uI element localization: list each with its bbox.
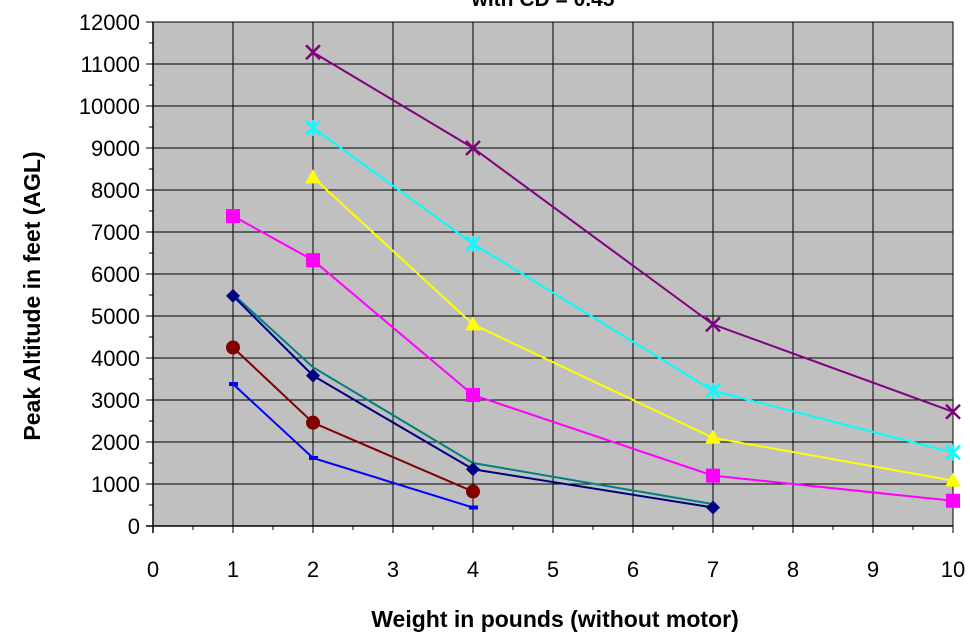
y-tick-label: 4000 <box>91 346 140 371</box>
x-tick-label: 3 <box>387 557 399 582</box>
data-point <box>305 44 321 61</box>
x-tick-label: 9 <box>867 557 879 582</box>
x-tick-label: 1 <box>227 557 239 582</box>
series-1 <box>229 382 478 510</box>
series-7 <box>305 119 961 461</box>
data-point <box>226 340 240 355</box>
data-point <box>309 455 318 460</box>
y-tick-label: 2000 <box>91 430 140 455</box>
x-tick-label: 7 <box>707 557 719 582</box>
data-point <box>946 493 960 508</box>
y-tick-label: 10000 <box>79 94 140 119</box>
data-point <box>466 387 480 402</box>
y-tick-label: 9000 <box>91 136 140 161</box>
x-axis-title: Weight in pounds (without motor) <box>371 606 739 632</box>
data-point <box>945 444 961 461</box>
series-layer <box>226 44 961 515</box>
x-tick-label: 6 <box>627 557 639 582</box>
data-point <box>705 429 721 444</box>
data-point <box>705 382 721 399</box>
series-line <box>232 295 714 509</box>
data-point <box>306 415 320 430</box>
chart-title: with CD = 0.45 <box>471 0 615 11</box>
series-line <box>312 176 954 482</box>
x-tick-label: 0 <box>147 557 159 582</box>
data-point <box>226 288 240 303</box>
data-point <box>465 235 481 252</box>
data-point <box>469 505 478 510</box>
data-point <box>706 500 720 515</box>
axes <box>146 21 954 533</box>
series-2 <box>226 340 480 499</box>
y-tick-label: 8000 <box>91 178 140 203</box>
data-point <box>945 472 961 487</box>
data-point <box>705 316 721 333</box>
y-tick-label: 12000 <box>79 10 140 35</box>
data-point <box>466 462 480 477</box>
data-point <box>306 253 320 268</box>
y-tick-label: 0 <box>128 514 140 539</box>
series-6 <box>305 169 961 487</box>
data-point <box>706 468 720 483</box>
x-tick-label: 8 <box>787 557 799 582</box>
data-point <box>465 316 481 331</box>
series-3 <box>232 293 714 506</box>
y-tick-labels: 0 1000 2000 3000 4000 5000 6000 7000 8000 9000 100… <box>79 10 140 539</box>
y-tick-label: 5000 <box>91 304 140 329</box>
data-point <box>305 169 321 184</box>
data-point <box>306 368 320 383</box>
series-8 <box>305 44 961 420</box>
data-point <box>229 382 238 387</box>
x-tick-label: 4 <box>467 557 479 582</box>
data-point <box>305 119 321 136</box>
y-tick-label: 11000 <box>80 52 140 77</box>
y-tick-label: 6000 <box>91 262 140 287</box>
data-point <box>226 209 240 224</box>
series-line <box>312 51 954 413</box>
x-tick-labels: 0 1 2 3 4 5 6 7 8 9 10 <box>147 557 965 582</box>
series-5 <box>226 209 960 508</box>
x-tick-label: 10 <box>941 557 965 582</box>
y-tick-label: 7000 <box>91 220 140 245</box>
series-line <box>312 127 954 454</box>
data-point <box>945 403 961 420</box>
x-tick-label: 5 <box>547 557 559 582</box>
series-4 <box>226 288 720 515</box>
data-point <box>465 140 481 156</box>
y-axis-title: Peak Altitude in feet (AGL) <box>19 151 45 440</box>
y-tick-label: 1000 <box>91 472 140 497</box>
y-tick-label: 3000 <box>91 388 140 413</box>
data-point <box>466 484 480 499</box>
x-tick-label: 2 <box>307 557 319 582</box>
series-line <box>232 293 714 506</box>
